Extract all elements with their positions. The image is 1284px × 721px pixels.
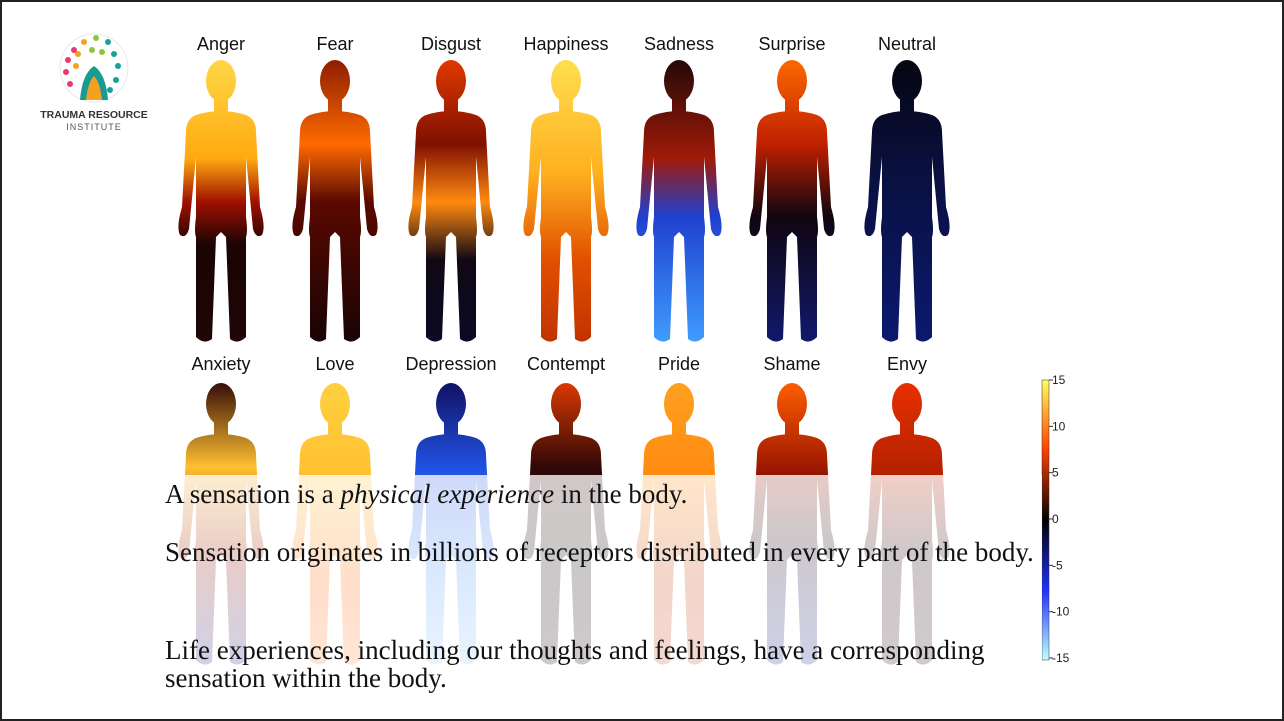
body-map [178, 60, 263, 342]
paragraph: Life experiences, including our thoughts… [165, 636, 1065, 692]
slide: TRAUMA RESOURCE INSTITUTE Anger Fear Disgu… [0, 0, 1284, 721]
body-map [636, 60, 721, 342]
body-map [408, 60, 493, 342]
emotion-label: Happiness [523, 34, 608, 54]
logo-name: TRAUMA RESOURCE [40, 109, 148, 121]
text: A sensation is a [165, 479, 341, 509]
paragraph: Sensation originates in billions of rece… [165, 538, 1155, 566]
colorbar-tick-label: 10 [1052, 419, 1066, 433]
body-map [292, 60, 377, 342]
emotion-label: Contempt [527, 354, 605, 374]
emotion-label: Surprise [758, 34, 825, 54]
logo: TRAUMA RESOURCE INSTITUTE [40, 34, 148, 132]
body-map [864, 60, 949, 342]
emphasis: physical experience [341, 479, 555, 509]
emotion-label: Neutral [878, 34, 936, 54]
emotion-label: Fear [316, 34, 353, 54]
emotion-label: Shame [763, 354, 820, 374]
logo-subname: INSTITUTE [66, 122, 122, 132]
colorbar-tick-label: 5 [1052, 466, 1059, 480]
emotion-label: Sadness [644, 34, 714, 54]
emotion-label: Depression [405, 354, 496, 374]
colorbar-tick-label: -10 [1052, 605, 1070, 619]
emotion-label: Pride [658, 354, 700, 374]
colorbar-tick-label: 0 [1052, 512, 1059, 526]
colorbar [1042, 380, 1049, 660]
body-map [523, 60, 608, 342]
paragraph: A sensation is a physical experience in … [165, 480, 1165, 508]
emotion-label: Disgust [421, 34, 481, 54]
emotion-label: Anxiety [191, 354, 250, 374]
emotion-label: Anger [197, 34, 245, 54]
text: in the body. [554, 479, 687, 509]
emotion-label: Envy [887, 354, 927, 374]
emotion-label: Love [315, 354, 354, 374]
body-map [749, 60, 834, 342]
colorbar-tick-label: 15 [1052, 373, 1066, 387]
